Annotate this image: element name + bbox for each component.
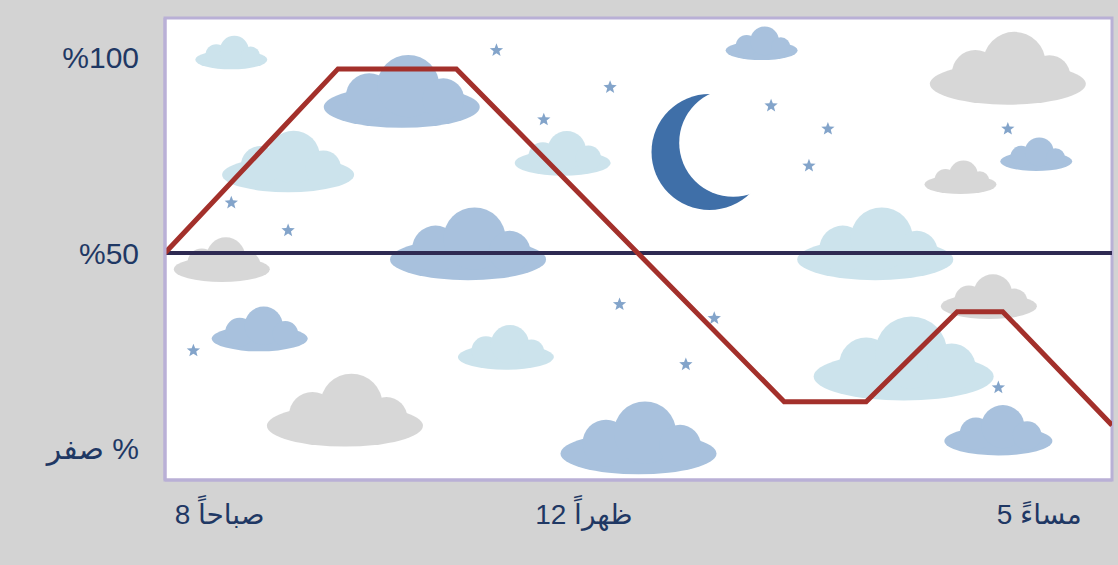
svg-text:%100: %100 [62,41,139,74]
svg-text:صفر %: صفر % [45,432,139,466]
svg-text:8 صباحاً: 8 صباحاً [175,494,265,530]
svg-text:%50: %50 [79,237,139,270]
svg-text:5 مساءً: 5 مساءً [997,499,1082,530]
svg-text:12 ظهراً: 12 ظهراً [535,494,632,531]
